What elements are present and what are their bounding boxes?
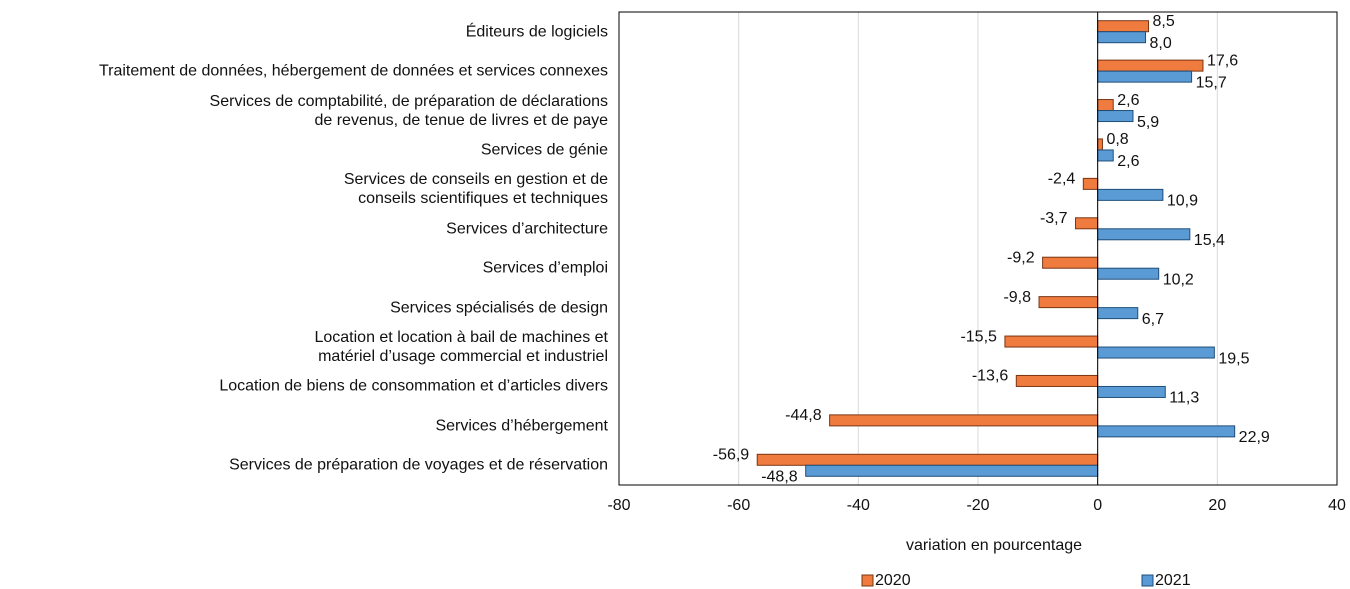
- x-axis-label: variation en pourcentage: [906, 537, 1082, 554]
- category-label: Services de comptabilité, de préparation…: [209, 92, 608, 129]
- value-label: 2,6: [1117, 153, 1139, 170]
- value-label: -9,8: [1003, 289, 1031, 306]
- category-label: Éditeurs de logiciels: [465, 23, 608, 41]
- value-label: 6,7: [1142, 311, 1164, 328]
- bar: [1097, 110, 1134, 123]
- value-label: -56,9: [713, 447, 750, 464]
- legend-swatch: [1141, 574, 1154, 587]
- bar: [1015, 374, 1099, 387]
- bar: [1097, 138, 1103, 151]
- value-label: -2,4: [1048, 171, 1076, 188]
- value-label: -3,7: [1040, 210, 1068, 227]
- bar: [1097, 149, 1114, 162]
- legend-label: 2021: [1155, 572, 1191, 589]
- category-label: Services de préparation de voyages et de…: [229, 456, 608, 474]
- category-label: Location de biens de consommation et d’a…: [219, 377, 608, 395]
- bar: [1097, 425, 1236, 438]
- value-label: 5,9: [1137, 114, 1159, 131]
- bar: [805, 464, 1099, 477]
- category-label: Services d’emploi: [482, 259, 608, 277]
- x-tick-label: 40: [1328, 497, 1346, 514]
- bar: [1097, 99, 1114, 112]
- bar: [1097, 59, 1204, 72]
- value-label: 11,3: [1169, 390, 1199, 407]
- value-label: -48,8: [761, 469, 798, 486]
- value-label: 8,0: [1150, 35, 1172, 52]
- category-label: Services d’architecture: [446, 220, 608, 238]
- bar: [1097, 385, 1166, 398]
- value-label: 8,5: [1153, 13, 1175, 30]
- bar: [1097, 31, 1147, 44]
- value-label: -15,5: [960, 328, 997, 345]
- category-label: Traitement de données, hébergement de do…: [98, 62, 608, 80]
- value-label: 10,2: [1163, 271, 1194, 288]
- bar: [1097, 228, 1191, 241]
- bar: [1097, 188, 1164, 201]
- bar: [1075, 217, 1099, 230]
- plot-border: [618, 11, 1338, 486]
- legend-label: 2020: [875, 572, 911, 589]
- legend-swatch: [861, 574, 874, 587]
- category-label: Services de génie: [480, 141, 608, 159]
- bar: [1097, 346, 1215, 359]
- value-label: 15,4: [1194, 232, 1225, 249]
- category-label: Services de conseils en gestion et de co…: [343, 171, 608, 208]
- x-tick-label: 0: [1093, 497, 1102, 514]
- bar: [1097, 267, 1160, 280]
- bar: [1097, 307, 1139, 320]
- category-label: Location et location à bail de machines …: [314, 329, 608, 366]
- value-label: 0,8: [1106, 131, 1128, 148]
- x-tick-label: -40: [847, 497, 870, 514]
- bar: [1097, 20, 1150, 33]
- x-tick-label: -60: [727, 497, 750, 514]
- value-label: -44,8: [785, 407, 822, 424]
- x-tick-label: 20: [1208, 497, 1226, 514]
- x-tick-label: -80: [607, 497, 630, 514]
- bar: [1038, 296, 1099, 309]
- bar: [1097, 70, 1193, 83]
- bar: [756, 453, 1099, 466]
- value-label: 22,9: [1239, 429, 1270, 446]
- bar: [1082, 177, 1099, 190]
- x-tick-label: -20: [966, 497, 989, 514]
- bar: [1004, 335, 1099, 348]
- value-label: 2,6: [1117, 92, 1139, 109]
- bar: [1042, 256, 1099, 269]
- value-label: -9,2: [1007, 249, 1035, 266]
- value-label: -13,6: [972, 368, 1009, 385]
- value-label: 10,9: [1167, 193, 1198, 210]
- value-label: 17,6: [1207, 52, 1238, 69]
- category-label: Services d’hébergement: [435, 417, 608, 435]
- value-label: 19,5: [1218, 350, 1249, 367]
- value-label: 15,7: [1196, 74, 1227, 91]
- bar: [829, 414, 1099, 427]
- category-label: Services spécialisés de design: [390, 299, 608, 317]
